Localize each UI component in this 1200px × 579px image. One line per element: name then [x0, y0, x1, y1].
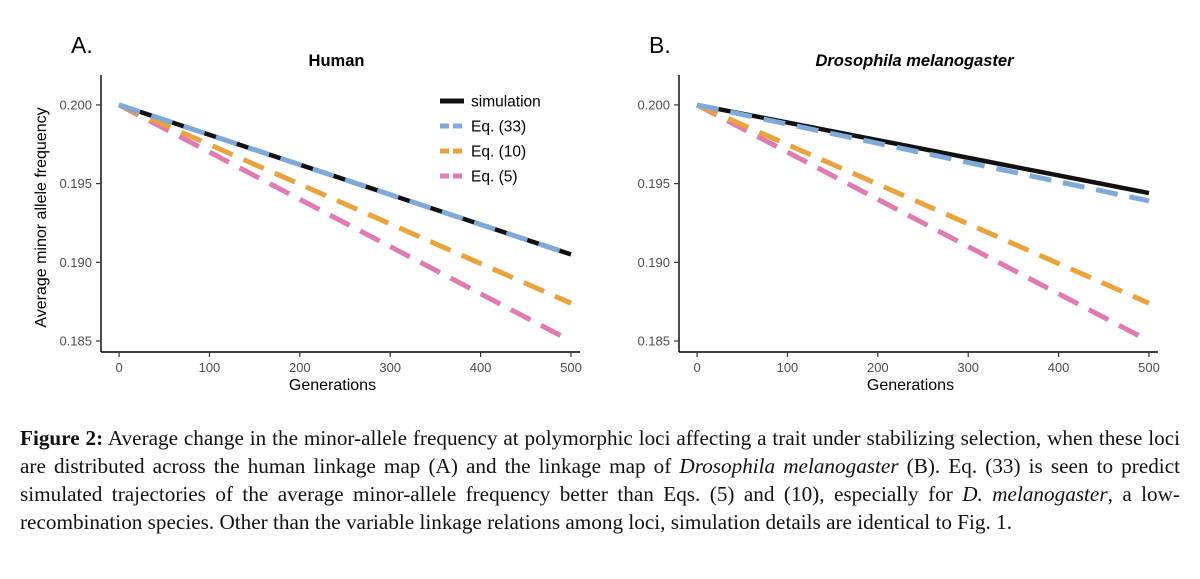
caption-label: Figure 2:	[20, 426, 104, 450]
x-tick-label: 100	[777, 360, 799, 375]
x-tick-label: 500	[560, 360, 582, 375]
y-tick-label: 0.195	[59, 176, 92, 191]
x-tick-label: 100	[199, 360, 221, 375]
y-axis-title: Average minor allele frequency	[33, 107, 50, 327]
x-tick-label: 500	[1138, 360, 1160, 375]
series-line-eq-10	[696, 102, 1150, 306]
series-line-eq-5	[117, 102, 573, 344]
figure-caption: Figure 2: Average change in the minor-al…	[20, 424, 1180, 536]
y-tick-label: 0.200	[637, 97, 670, 112]
caption-text-part: Average change in the minor-allele frequ…	[20, 426, 1180, 478]
caption-text-part: (B). Eq. (33) is seen to predict simulat…	[20, 454, 1180, 506]
y-tick-label: 0.185	[59, 333, 92, 348]
x-axis-title: Generations	[289, 377, 376, 394]
x-axis-title: Generations	[867, 377, 954, 394]
x-tick-label: 400	[1048, 360, 1070, 375]
legend-label: simulation	[471, 94, 541, 111]
y-tick-label: 0.200	[59, 97, 92, 112]
panel-label: B.	[649, 32, 671, 58]
series-line-eq-10	[118, 102, 572, 306]
chart-panel-2: B. Drosophila melanogaster 0.185 0.190 0.195…	[637, 32, 1159, 394]
chart-title: Human	[309, 52, 365, 70]
legend-label: Eq. (33)	[471, 119, 526, 136]
series-line-eq-33	[696, 102, 1150, 204]
series-line-eq-5	[695, 102, 1151, 344]
y-tick-label: 0.190	[59, 255, 92, 270]
caption-text-part: , a low-recombination species. Other tha…	[20, 482, 1180, 534]
x-tick-label: 300	[379, 360, 401, 375]
series-line-eq-33	[118, 102, 572, 257]
caption-body: Average change in the minor-allele frequ…	[20, 426, 1180, 534]
y-tick-label: 0.195	[637, 176, 670, 191]
chart-panel-1: A. Human 0.185 0.190 0.195 0.200 0 100 200 300 400…	[33, 32, 582, 394]
x-tick-label: 400	[470, 360, 492, 375]
y-tick-label: 0.190	[637, 255, 670, 270]
x-tick-label: 200	[289, 360, 311, 375]
legend: simulation Eq. (33) Eq. (10) Eq. (5)	[440, 94, 541, 186]
x-tick-label: 0	[115, 360, 122, 375]
legend-label: Eq. (5)	[471, 169, 518, 186]
chart-title: Drosophila melanogaster	[815, 52, 1015, 70]
caption-text-part: Drosophila melanogaster	[679, 454, 899, 478]
panel-label: A.	[71, 32, 93, 58]
x-tick-label: 200	[867, 360, 889, 375]
x-tick-label: 300	[957, 360, 979, 375]
legend-label: Eq. (10)	[471, 144, 526, 161]
x-tick-label: 0	[693, 360, 700, 375]
y-tick-label: 0.185	[637, 333, 670, 348]
charts-svg: A. Human 0.185 0.190 0.195 0.200 0 100 200 300 400…	[33, 32, 1160, 394]
caption-text-part: D. melanogaster	[962, 482, 1108, 506]
